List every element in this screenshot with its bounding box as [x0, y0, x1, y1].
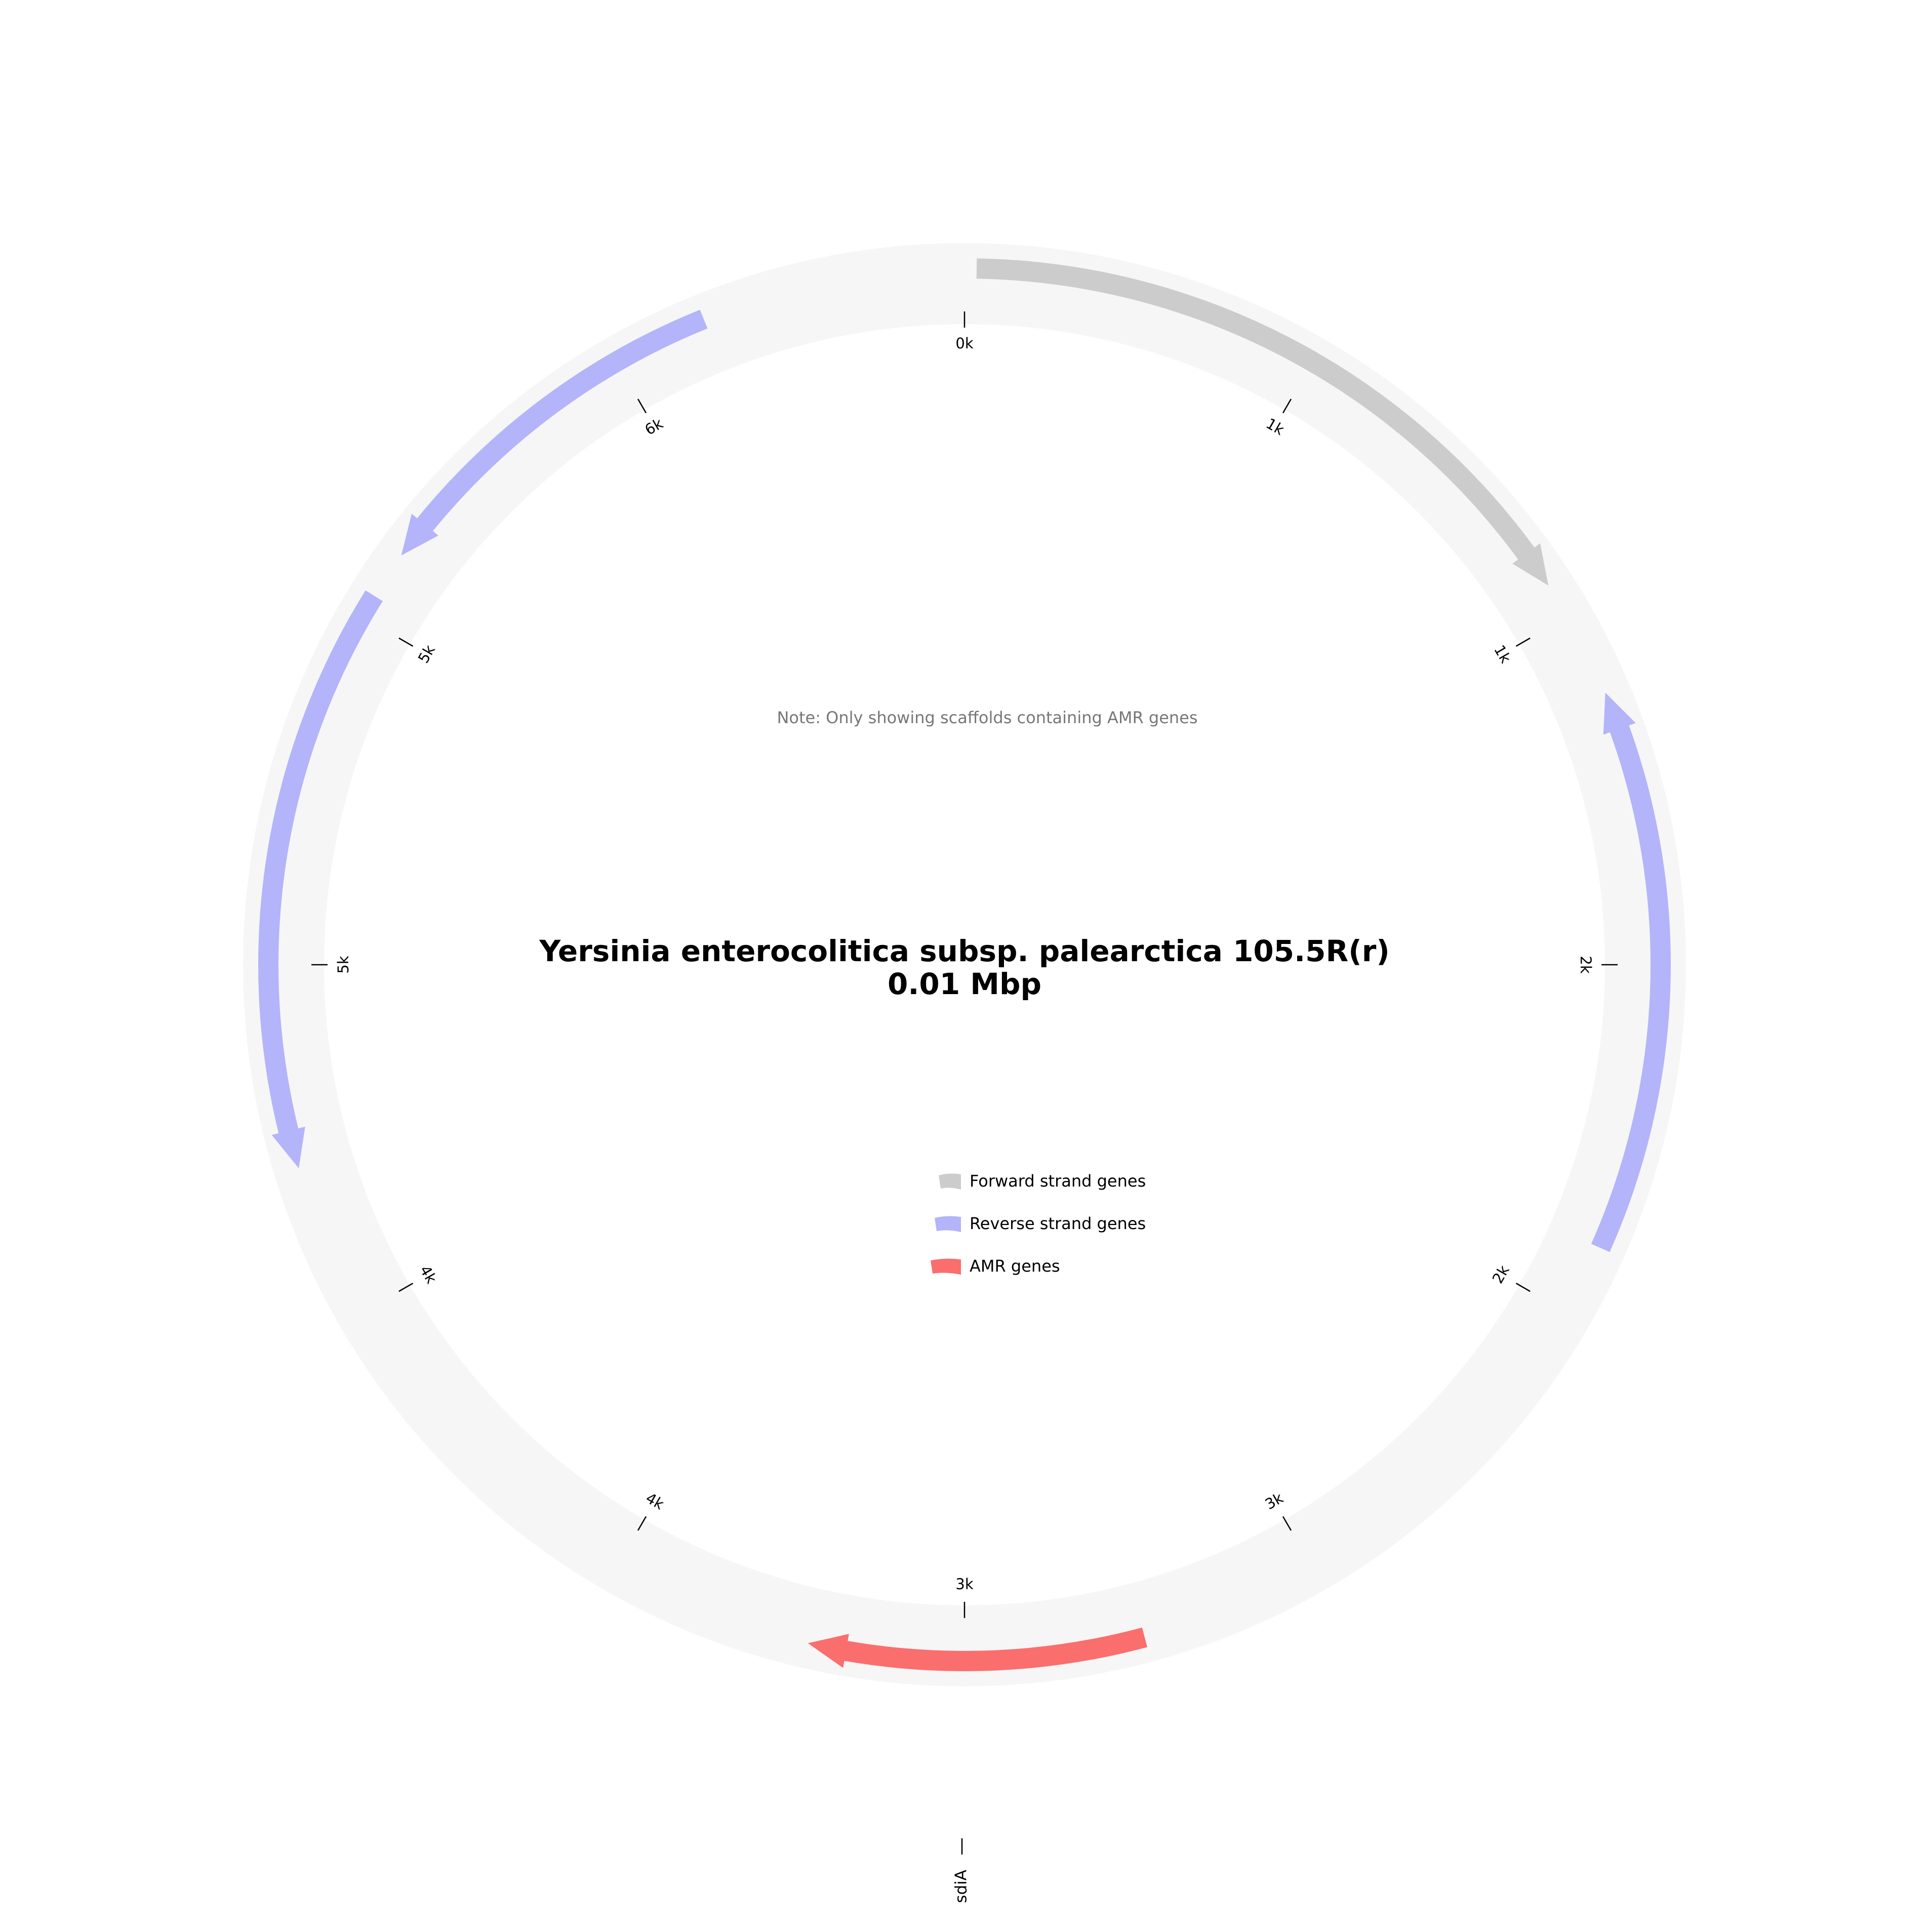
genes-layer — [258, 258, 1671, 1671]
tick-label: 2k — [1489, 1263, 1513, 1287]
tick-label: 1k — [1263, 415, 1288, 439]
tick-label: 0k — [955, 335, 973, 352]
note-text: Note: Only showing scaffolds containing … — [777, 708, 1197, 727]
tick-mark — [1515, 1282, 1531, 1292]
tick-mark — [398, 637, 414, 647]
tick-mark — [1282, 399, 1292, 414]
legend-label-amr: AMR genes — [970, 1256, 1060, 1276]
tick-label: 4k — [416, 1263, 440, 1287]
genome-backbone-ring — [243, 243, 1686, 1686]
tick-label: 1k — [1491, 642, 1514, 666]
legend-label-reverse: Reverse strand genes — [970, 1214, 1146, 1233]
tick-label: 6k — [642, 415, 666, 439]
tick-mark — [398, 1282, 414, 1292]
tick-label: 5k — [335, 956, 352, 973]
gene-label-sdiA: sdiA — [952, 1870, 971, 1903]
map-title-line1: Yersinia enterocolitica subsp. palearcti… — [539, 934, 1390, 968]
gene-labels-layer: sdiA — [952, 1838, 971, 1903]
legend: Forward strand genes Reverse strand gene… — [931, 1171, 1146, 1276]
tick-label: 3k — [955, 1575, 973, 1593]
tick-mark — [637, 1516, 647, 1531]
tick-label: 3k — [1262, 1489, 1287, 1513]
reverse-gene-arrow — [1591, 692, 1671, 1252]
tick-mark — [1282, 1516, 1292, 1531]
map-title-line2: 0.01 Mbp — [888, 967, 1041, 1001]
amr-gene-arrow — [808, 1627, 1148, 1671]
legend-swatch-reverse — [935, 1216, 961, 1232]
reverse-gene-arrow — [401, 309, 708, 556]
reverse-gene-arrow — [258, 590, 383, 1169]
tick-mark — [1515, 637, 1531, 647]
tick-label: 2k — [1577, 956, 1594, 973]
tick-label: 4k — [643, 1489, 667, 1513]
legend-label-forward: Forward strand genes — [970, 1171, 1146, 1191]
legend-swatch-forward — [939, 1173, 961, 1190]
legend-swatch-amr — [931, 1258, 961, 1275]
tick-mark — [637, 399, 647, 414]
tick-label: 5k — [415, 642, 438, 666]
